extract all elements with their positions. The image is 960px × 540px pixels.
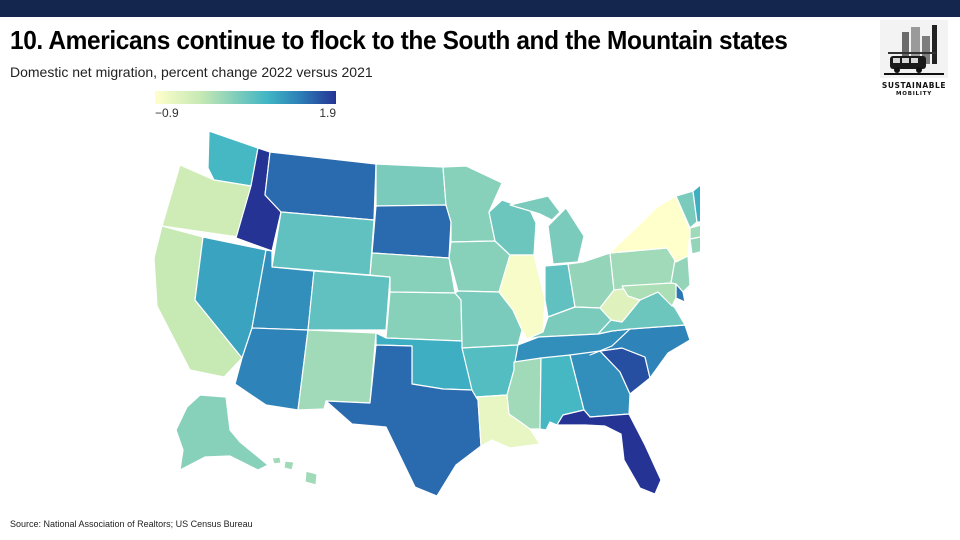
legend-min-label: −0.9 — [155, 106, 179, 120]
state-MT[interactable] — [264, 151, 377, 221]
slide-subtitle: Domestic net migration, percent change 2… — [10, 64, 373, 80]
state-CT[interactable] — [689, 236, 700, 255]
source-note: Source: National Association of Realtors… — [10, 519, 253, 529]
state-TX[interactable] — [325, 344, 482, 497]
logo-text-sustainable: SUSTAINABLE — [881, 81, 947, 90]
state-HI[interactable] — [271, 456, 318, 486]
state-NH[interactable] — [692, 183, 700, 223]
state-WI[interactable] — [488, 199, 537, 256]
legend-gradient-bar — [155, 91, 336, 104]
state-WA[interactable] — [207, 130, 259, 187]
state-SD[interactable] — [371, 204, 452, 259]
top-banner-bar — [0, 0, 960, 17]
state-AK[interactable] — [175, 394, 269, 471]
logo-text-mobility: MOBILITY — [895, 91, 933, 97]
state-MI[interactable] — [509, 195, 585, 265]
slide-title: 10. Americans continue to flock to the S… — [10, 25, 788, 55]
logo-artwork — [880, 20, 948, 78]
state-ND[interactable] — [375, 163, 447, 207]
state-FL[interactable] — [556, 409, 662, 495]
state-NY[interactable] — [609, 195, 691, 263]
legend-max-label: 1.9 — [319, 106, 336, 120]
bus-city-icon — [884, 25, 944, 75]
color-legend: −0.9 1.9 — [155, 91, 336, 121]
us-choropleth-map — [153, 130, 700, 497]
state-MD[interactable] — [621, 282, 677, 307]
state-CO[interactable] — [307, 270, 391, 331]
sustainable-mobility-logo: SUSTAINABLE MOBILITY — [878, 20, 950, 100]
state-KS[interactable] — [385, 291, 463, 342]
state-NM[interactable] — [297, 329, 377, 411]
state-MA[interactable] — [689, 222, 700, 240]
state-WY[interactable] — [271, 211, 375, 276]
